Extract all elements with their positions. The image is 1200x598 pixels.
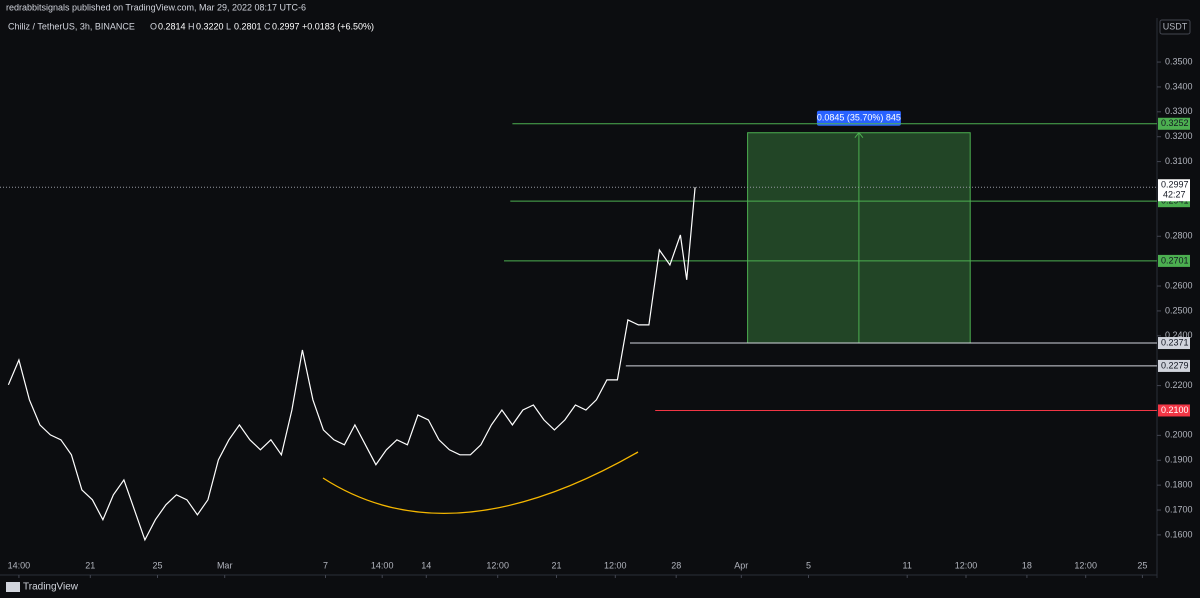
ohlc-key: C	[264, 21, 271, 31]
level-label: 0.2701	[1161, 255, 1189, 265]
y-tick-label: 0.2200	[1165, 380, 1193, 390]
ohlc-value: 0.3220	[196, 21, 224, 31]
x-tick-label: 18	[1022, 560, 1032, 570]
x-tick-label: 11	[903, 560, 912, 570]
brand: TradingView	[23, 582, 79, 593]
ohlc-value: 0.2997	[272, 21, 300, 31]
y-tick-label: 0.2000	[1165, 430, 1193, 440]
ohlc-change: +0.0183 (+6.50%)	[302, 21, 374, 31]
y-tick-label: 0.3200	[1165, 131, 1193, 141]
y-tick-label: 0.1800	[1165, 480, 1193, 490]
measure-label-box	[816, 110, 901, 126]
y-tick-label: 0.1900	[1165, 455, 1193, 465]
x-tick-label: 5	[806, 560, 811, 570]
price-line	[7, 187, 696, 542]
y-tick-label: 0.3500	[1165, 56, 1193, 66]
x-tick-label: 14:00	[371, 560, 394, 570]
y-tick-label: 0.3100	[1165, 156, 1193, 166]
x-tick-label: 12:00	[486, 560, 509, 570]
header: redrabbitsignals published on TradingVie…	[6, 2, 306, 12]
x-tick-label: 25	[1137, 560, 1147, 570]
x-tick-label: 28	[671, 560, 681, 570]
ohlc-value: 0.2801	[234, 21, 262, 31]
x-tick-label: 25	[152, 560, 162, 570]
ohlc-key: H	[188, 21, 195, 31]
level-label: 0.2371	[1161, 337, 1189, 347]
y-tick-label: 0.3400	[1165, 81, 1193, 91]
y-tick-label: 0.1700	[1165, 504, 1193, 514]
level-label-box	[1158, 254, 1190, 267]
y-tick-label: 0.1600	[1165, 529, 1193, 539]
brand-logo	[6, 582, 20, 592]
x-tick-label: 21	[551, 560, 561, 570]
last-price-label: 0.2997	[1161, 180, 1189, 190]
x-tick-label: 14	[421, 560, 431, 570]
y-tick-label: 0.2400	[1165, 330, 1193, 340]
rounded-bottom-curve	[322, 451, 639, 515]
last-price-box	[1158, 179, 1190, 202]
level-label-box	[1158, 117, 1190, 130]
y-tick-label: 0.2600	[1165, 280, 1193, 290]
level-label: 0.3252	[1161, 118, 1189, 128]
level-label-box	[1158, 359, 1190, 372]
y-tick-label: 0.3300	[1165, 106, 1193, 116]
level-label-box	[1158, 404, 1190, 417]
ohlc-key: L	[226, 21, 231, 31]
currency: USDT	[1163, 21, 1188, 31]
y-tick-label: 0.2800	[1165, 231, 1193, 241]
level-label-box	[1158, 337, 1190, 350]
x-tick-label: 21	[85, 560, 95, 570]
x-tick-label: Apr	[734, 560, 748, 570]
level-label: 0.2279	[1161, 360, 1189, 370]
level-label: 0.2100	[1161, 405, 1189, 415]
x-tick-label: 12:00	[604, 560, 627, 570]
countdown: 42:27	[1163, 190, 1186, 200]
x-tick-label: 12:00	[955, 560, 978, 570]
x-tick-label: 12:00	[1074, 560, 1097, 570]
x-tick-label: 14:00	[8, 560, 31, 570]
measure-label: 0.0845 (35.70%) 845	[817, 113, 901, 123]
chart-title: Chiliz / TetherUS, 3h, BINANCE	[8, 21, 135, 31]
currency-box	[1159, 19, 1191, 35]
x-tick-label: 7	[323, 560, 328, 570]
ohlc-key: O	[150, 21, 157, 31]
measure-arrow-head	[854, 131, 864, 139]
y-tick-label: 0.2500	[1165, 305, 1193, 315]
ohlc-value: 0.2814	[158, 21, 186, 31]
x-tick-label: Mar	[217, 560, 233, 570]
